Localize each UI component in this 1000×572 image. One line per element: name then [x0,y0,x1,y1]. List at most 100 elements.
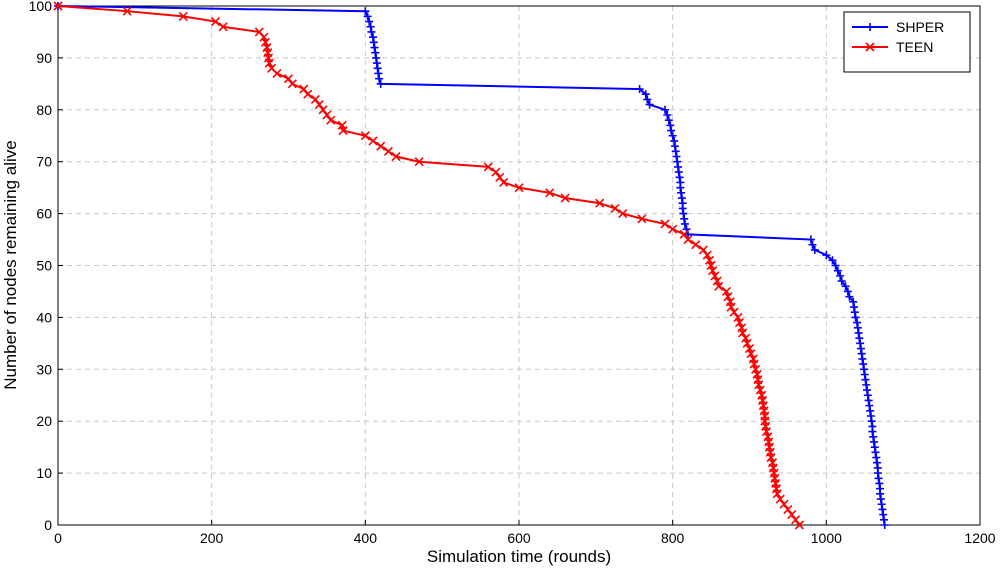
data-point [668,131,677,140]
plot-frame [57,5,981,526]
data-point [122,6,132,16]
data-point [668,224,678,234]
data-point [210,17,221,27]
data-point [845,292,854,301]
data-point [365,17,374,26]
data-point [383,146,393,156]
data-point [791,515,801,525]
data-point [810,245,819,254]
data-point [287,79,297,89]
data-point [610,203,620,213]
data-point [779,499,789,509]
data-point [368,136,378,146]
data-point [706,260,716,271]
data-point [754,380,764,390]
y-tick-label: 30 [36,361,52,377]
data-point [733,312,743,322]
data-point [310,94,320,104]
data-point [734,318,745,328]
data-point [833,266,842,275]
data-point [283,74,294,84]
data-point [738,328,748,338]
x-tick-label: 800 [661,530,685,546]
data-point [761,427,771,437]
data-point [376,141,386,151]
legend-label: SHPER [896,19,944,35]
data-point [641,90,650,99]
legend: SHPER TEEN [843,11,971,73]
data-point [338,125,348,136]
data-point [326,115,336,125]
data-point [822,251,831,260]
data-point [729,307,739,317]
x-tick-label: 600 [507,530,531,546]
x-tick-label: 0 [54,530,62,546]
x-tick-label: 200 [200,530,224,546]
data-point [595,198,605,208]
data-point [808,240,817,249]
data-point [663,110,672,119]
data-point [710,271,720,281]
data-point [741,333,751,343]
data-point [828,256,837,265]
data-point [880,521,889,529]
data-point [178,11,188,21]
x-axis-label: Simulation time (rounds) [427,547,611,566]
data-point [635,85,644,94]
data-point [680,219,689,228]
data-point [679,229,689,239]
data-point [721,286,732,297]
data-point [746,349,756,359]
y-tick-label: 80 [36,102,52,118]
data-point [698,245,708,255]
y-tick-label: 0 [44,517,52,533]
data-point [704,255,715,265]
data-point [751,364,761,374]
data-point [794,520,805,530]
data-point [483,162,493,172]
data-point [726,302,736,312]
data-point [749,359,759,369]
legend-label: TEEN [896,39,933,55]
x-tick-label: 400 [354,530,378,546]
data-point [618,209,628,219]
data-point [264,58,274,68]
data-point [744,343,755,354]
data-point [367,27,376,36]
data-point [514,183,524,193]
data-point [755,385,765,395]
y-tick-label: 50 [36,258,52,274]
data-point [836,271,845,280]
data-point [708,266,718,276]
data-point [637,214,647,224]
data-point [361,7,370,16]
data-point [560,193,570,203]
data-point [702,250,712,260]
data-point [667,126,676,135]
data-point [683,234,693,245]
data-point [775,494,785,504]
y-tick-label: 10 [36,465,52,481]
data-point [714,281,724,291]
data-point [645,100,654,109]
data-point [314,100,324,110]
data-point [218,22,228,32]
legend-marker [865,42,875,52]
y-tick-label: 20 [36,413,52,429]
data-point [691,240,701,250]
data-point [664,116,673,125]
data-point [495,172,505,182]
data-point [843,287,852,296]
x-tick-label: 1200 [964,530,995,546]
data-point [414,157,424,167]
data-point [376,79,385,88]
data-point [783,504,793,514]
data-point [772,489,782,499]
data-point [806,235,815,244]
data-point [322,110,332,120]
data-point [53,1,63,11]
y-tick-label: 40 [36,309,52,325]
data-point [787,510,797,520]
